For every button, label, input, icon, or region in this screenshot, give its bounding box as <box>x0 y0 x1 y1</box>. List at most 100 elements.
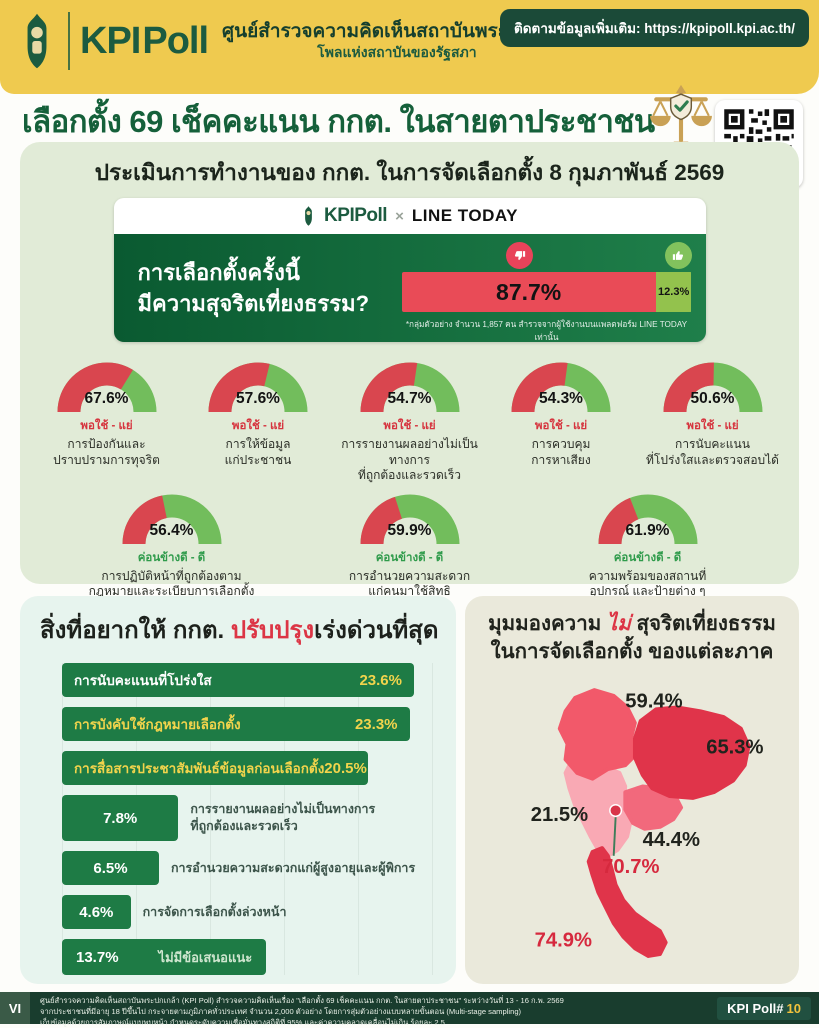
thumbs-down-icon <box>505 242 533 269</box>
gauge-value: 54.3% <box>539 390 583 407</box>
wordmark-poll: Poll <box>142 20 209 62</box>
gauge-arc <box>360 494 459 545</box>
fairness-question-panel: การเลือกตั้งครั้งนี้ มีความสุจริตเที่ยงธ… <box>113 234 706 342</box>
bar-value: 20.5% <box>324 759 367 777</box>
bar-label: การสื่อสารประชาสัมพันธ์ข้อมูลก่อนเลือกตั… <box>74 761 325 776</box>
brand-logo: KPIPoll ศูนย์สำรวจความคิดเห็นสถาบันพระปก… <box>16 10 572 72</box>
org-name: ศูนย์สำรวจความคิดเห็นสถาบันพระปกเกล้า <box>222 21 572 43</box>
yes-segment: 12.3% <box>655 272 692 312</box>
gauge-arc <box>511 362 611 413</box>
improve-bar-row: การนับคะแนนที่โปร่งใส 23.6% <box>62 663 434 697</box>
improvement-section: สิ่งที่อยากให้ กกต. ปรับปรุงเร่งด่วนที่ส… <box>20 596 456 984</box>
methodology-line1: ศูนย์สำรวจความคิดเห็นสถาบันพระปกเกล้า (K… <box>40 996 564 1005</box>
gauge: 50.6% พอใช้ - แย่ การนับคะแนน ที่โปร่งใสและ… <box>638 354 787 484</box>
gauge-row-1: 67.6% พอใช้ - แย่การป้องกันและ ปราบปรามการ… <box>20 354 799 484</box>
bar: 7.8% <box>62 795 179 841</box>
thumbs-up-icon <box>665 242 693 269</box>
gauge-rating: พอใช้ - แย่ <box>231 420 285 432</box>
gauge-value: 50.6% <box>690 390 735 407</box>
kpi-poll-wordmark-small: KPIPoll <box>324 205 388 226</box>
gauge-label: การปฏิบัติหน้าที่ถูกต้องตาม กฎหมายและระเบ… <box>88 568 255 599</box>
improve-bars: การนับคะแนนที่โปร่งใส 23.6% การบังคับใช้กฎ… <box>62 663 434 975</box>
region-north <box>557 688 639 781</box>
fairness-stacked-bar: 87.7% 12.3% <box>401 272 692 312</box>
kpi-crest-icon-small <box>305 206 312 226</box>
bar-value: 23.6% <box>359 671 402 689</box>
improve-bar-row: 4.6% การจัดการเลือกตั้งล่วงหน้า <box>62 895 434 929</box>
gauge-label: การนับคะแนน ที่โปร่งใสและตรวจสอบได้ <box>646 437 779 467</box>
thailand-map: 59.4% 65.3% 21.5% 44.4% 70.7% 74.9% <box>531 688 764 959</box>
footer-bar: VI ศูนย์สำรวจความคิดเห็นสถาบันพระปกเกล้า… <box>0 992 819 1027</box>
gauge-label: การรายงานผลอย่างไม่เป็นทางการ ที่ถูกต้องแ… <box>341 437 478 483</box>
wordmark-kpi: KPI <box>80 20 141 62</box>
volume-label: VI <box>0 992 30 1024</box>
gauge-value: 59.9% <box>387 521 432 539</box>
region-label-east: 44.4% <box>643 830 700 852</box>
gauge-value: 54.7% <box>387 390 432 407</box>
gauge-value: 61.9% <box>625 521 670 539</box>
yes-percentage: 12.3% <box>658 286 690 298</box>
bar-label: การอำนวยความสะดวกแก่ผู้สูงอายุและผู้พิกา… <box>170 860 416 875</box>
gauge-arc <box>122 494 221 545</box>
evaluation-headline: ประเมินการทำงานของ กกต. ในการจัดเลือกตั้… <box>94 160 725 185</box>
bar: 6.5% <box>62 851 159 885</box>
bar-value: 6.5% <box>93 859 128 877</box>
gauge-rating: ค่อนข้างดี - ดี <box>375 551 444 564</box>
gauge-rating: พอใช้ - แย่ <box>80 420 133 432</box>
evaluation-section: ประเมินการทำงานของ กกต. ในการจัดเลือกตั้… <box>20 142 799 598</box>
sample-footnote: *กลุ่มตัวอย่าง จำนวน 1,857 คน สำรวจจากผู… <box>405 320 688 342</box>
region-label-west: 21.5% <box>531 804 588 826</box>
region-northeast <box>632 705 751 801</box>
gauge: 54.7% พอใช้ - แย่การรายงานผลอย่างไม่เป็นท… <box>335 354 484 484</box>
gauge-rating: ค่อนข้างดี - ดี <box>137 551 206 564</box>
bar-label: ไม่มีข้อเสนอแนะ <box>158 949 253 965</box>
improvement-title-highlight: ปรับปรุง <box>230 617 315 644</box>
gauge-arc <box>663 362 762 413</box>
bar-label: การจัดการเลือกตั้งล่วงหน้า <box>142 904 287 919</box>
line-today-logo: LINE TODAY <box>411 206 518 225</box>
improve-bar-row: 7.8% การรายงานผลอย่างไม่เป็นทางการ ที่ถูกต… <box>62 795 434 841</box>
region-label-northeast: 65.3% <box>706 737 763 759</box>
header-bar: KPIPoll ศูนย์สำรวจความคิดเห็นสถาบันพระปก… <box>0 0 819 94</box>
fairness-result: 87.7% 12.3% *กลุ่มตัวอย่าง จำนวน 1,857 ค… <box>401 242 693 342</box>
region-label-south: 74.9% <box>535 930 592 952</box>
improve-bar-row: การบังคับใช้กฎหมายเลือกตั้ง 23.3% <box>62 707 434 741</box>
vote-icons <box>402 242 693 272</box>
improve-bar-row: 6.5% การอำนวยความสะดวกแก่ผู้สูงอายุและผู้… <box>62 851 434 885</box>
gauge-row-2: 56.4% ค่อนข้างดี - ดี การปฏิบัติหน้าที่ถูก… <box>20 486 799 600</box>
gauge-arc <box>208 362 308 413</box>
org-block: ศูนย์สำรวจความคิดเห็นสถาบันพระปกเกล้า โพ… <box>222 20 572 61</box>
bar: 4.6% <box>62 895 131 929</box>
bar-label: การบังคับใช้กฎหมายเลือกตั้ง <box>74 717 241 732</box>
improve-bar-row: 13.7% ไม่มีข้อเสนอแนะ <box>62 939 434 975</box>
improve-bar-row: การสื่อสารประชาสัมพันธ์ข้อมูลก่อนเลือกตั… <box>62 751 434 785</box>
regions-title: มุมมองความ ไม่ สุจริตเที่ยงธรรม ในการจัด… <box>488 612 776 663</box>
methodology-line3: เก็บข้อมูลด้วยการสัมภาษณ์แบบพบหน้า กำหนด… <box>40 1018 445 1027</box>
gauge-value: 57.6% <box>236 390 280 407</box>
bar: การนับคะแนนที่โปร่งใส 23.6% <box>62 663 414 697</box>
region-label-north: 59.4% <box>625 691 682 713</box>
bar-label: การรายงานผลอย่างไม่เป็นทางการ ที่ถูกต้องแ… <box>190 802 376 833</box>
issue-number: 10 <box>786 1000 801 1016</box>
gauge-rating: พอใช้ - แย่ <box>383 420 436 432</box>
no-percentage: 87.7% <box>496 278 562 305</box>
gauge-rating: พอใช้ - แย่ <box>534 420 588 432</box>
gauge: 54.3% พอใช้ - แย่การควบคุม การหาเสียง <box>487 354 636 484</box>
brand-divider <box>68 12 70 70</box>
bar-value: 7.8% <box>103 809 138 827</box>
no-segment: 87.7% <box>401 272 656 312</box>
gauge-label: ความพร้อมของสถานที่ อุปกรณ์ และป้ายต่าง ๆ <box>588 568 707 599</box>
gauge-label: การให้ข้อมูล แก่ประชาชน <box>224 437 292 467</box>
gauge-label: การป้องกันและ ปราบปรามการทุจริต <box>53 437 160 467</box>
gauge-value: 67.6% <box>84 390 129 407</box>
bangkok-pointer-line <box>612 817 617 857</box>
gauge-arc <box>598 494 697 545</box>
regions-section: มุมมองความ ไม่ สุจริตเที่ยงธรรม ในการจัด… <box>465 596 799 984</box>
fairness-question: การเลือกตั้งครั้งนี้ มีความสุจริตเที่ยงธ… <box>137 260 370 316</box>
bar-value: 4.6% <box>79 903 114 921</box>
gauge-label: การควบคุม การหาเสียง <box>531 437 591 467</box>
bar: 13.7% ไม่มีข้อเสนอแนะ <box>62 939 267 975</box>
gauge-label: การอำนวยความสะดวก แก่คนมาใช้สิทธิ <box>348 568 471 599</box>
follow-link[interactable]: ติดตามข้อมูลเพิ่มเติม: https://kpipoll.k… <box>500 9 809 47</box>
